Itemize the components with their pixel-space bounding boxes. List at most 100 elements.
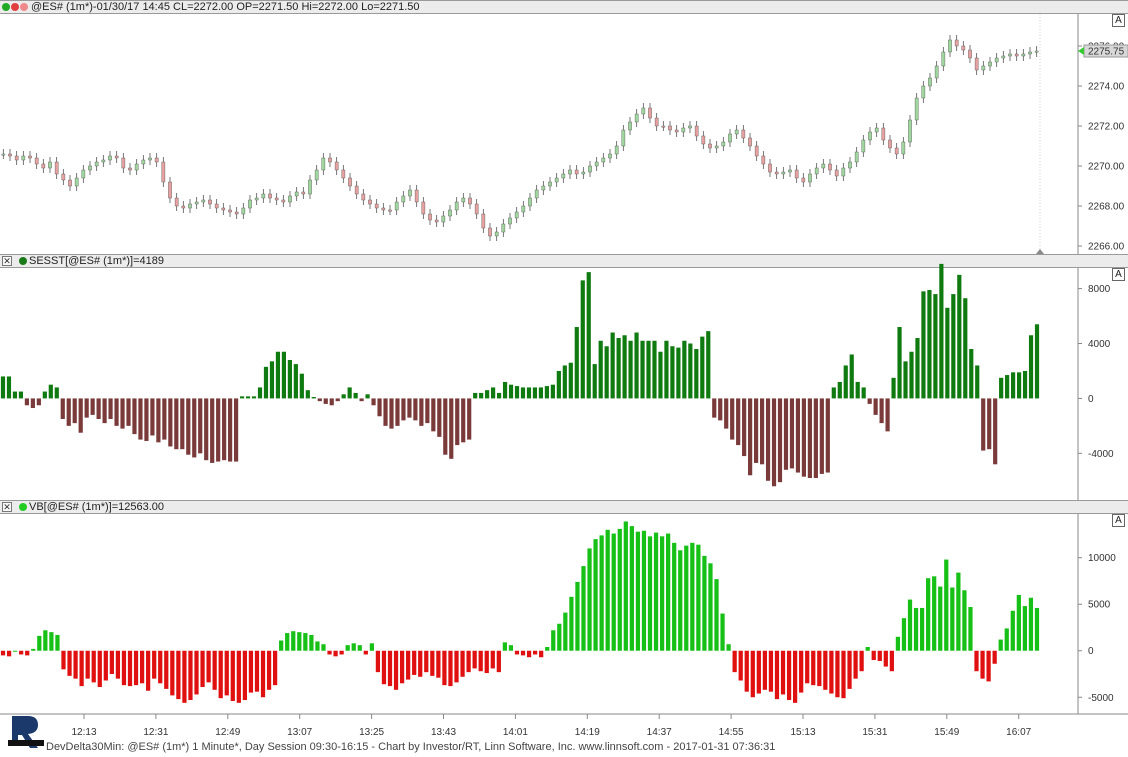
sesst-bar-105: [628, 340, 633, 399]
candle-body-91: [608, 153, 612, 159]
sesst-bar-4: [24, 398, 29, 406]
sesst-ytick-label-3: -4000: [1088, 449, 1114, 460]
vb-bar-46: [279, 640, 284, 651]
sesst-status-icon[interactable]: [19, 257, 27, 265]
candle-body-128: [854, 151, 859, 163]
sesst-bar-44: [263, 366, 269, 399]
candle-body-76: [508, 217, 512, 225]
vb-bar-18: [109, 650, 114, 674]
candle-body-94: [628, 121, 632, 131]
sesst-bar-96: [574, 327, 579, 399]
candle-body-118: [788, 169, 792, 173]
candle-body-119: [794, 169, 799, 179]
candle-body-106: [708, 143, 712, 149]
candle-body-3: [21, 155, 26, 161]
vb-bar-135: [817, 650, 822, 687]
candle-body-11: [74, 177, 79, 187]
candle-body-153: [1021, 53, 1026, 57]
sesst-bar-155: [927, 289, 932, 399]
vb-bar-107: [647, 536, 653, 651]
sesst-bar-59: [353, 392, 358, 399]
sesst-bar-89: [532, 387, 538, 399]
vb-bar-106: [641, 530, 647, 651]
vb-bar-76: [460, 650, 465, 677]
sesst-bar-85: [508, 384, 514, 399]
candle-body-93: [621, 129, 626, 147]
sesst-close-icon[interactable]: ✕: [2, 256, 12, 266]
sesst-bar-103: [616, 338, 621, 399]
vb-autoscale-button[interactable]: A: [1112, 514, 1125, 527]
candle-body-40: [268, 193, 272, 199]
sesst-bar-151: [903, 361, 908, 399]
candle-body-83: [554, 177, 559, 183]
xtick-label-3: 13:07: [287, 727, 312, 738]
sesst-bar-94: [562, 365, 567, 399]
vb-bar-10: [61, 650, 66, 670]
candle-body-24: [161, 161, 166, 183]
green-status-icon[interactable]: [2, 3, 10, 11]
candle-body-39: [261, 193, 266, 199]
sesst-bar-62: [371, 398, 376, 406]
last-price-tag: [1083, 44, 1128, 58]
sesst-bar-99: [592, 364, 597, 399]
candle-body-71: [474, 203, 479, 215]
sesst-bar-141: [843, 365, 848, 399]
vb-bar-52: [315, 641, 320, 651]
vb-bar-112: [678, 550, 683, 651]
candle-body-125: [834, 169, 839, 177]
vb-bar-24: [146, 650, 151, 691]
sesst-bar-143: [855, 381, 860, 399]
sesst-bar-50: [299, 373, 304, 399]
candle-body-74: [494, 231, 499, 237]
linn-logo-icon: [8, 716, 44, 748]
price-autoscale-button[interactable]: A: [1112, 14, 1125, 27]
vb-bar-100: [605, 529, 610, 651]
vb-bar-60: [363, 650, 368, 655]
sesst-bar-80: [479, 392, 484, 399]
candle-body-129: [861, 139, 866, 153]
candle-body-10: [68, 179, 72, 187]
sesst-bar-35: [210, 398, 215, 463]
vb-close-icon[interactable]: ✕: [2, 502, 12, 512]
sesst-bar-3: [18, 391, 24, 399]
vb-bar-96: [581, 566, 586, 651]
sesst-bar-16: [96, 398, 101, 420]
vb-bar-27: [164, 650, 169, 689]
vb-bar-37: [224, 650, 229, 696]
vb-status-icon[interactable]: [19, 503, 27, 511]
candle-body-70: [468, 197, 472, 205]
sesst-bar-146: [873, 398, 878, 415]
vb-bar-31: [188, 650, 193, 701]
vb-bar-51: [309, 634, 314, 651]
price-ytick-label-2: 2272.00: [1088, 122, 1125, 133]
red-status-icon[interactable]: [11, 3, 19, 11]
vb-bar-138: [835, 650, 840, 698]
sesst-bar-128: [765, 398, 771, 481]
vb-bar-156: [944, 559, 949, 651]
vb-bar-64: [387, 650, 393, 687]
sesst-bar-158: [945, 307, 950, 399]
sesst-bar-19: [114, 398, 119, 426]
vb-bar-122: [738, 650, 743, 681]
candle-body-92: [614, 145, 619, 155]
candle-body-95: [634, 113, 639, 123]
xtick-label-0: 12:13: [71, 727, 96, 738]
pink-status-icon[interactable]: [20, 3, 28, 11]
sesst-bar-97: [580, 280, 585, 399]
candle-body-2: [14, 155, 19, 161]
candle-body-17: [114, 155, 119, 159]
candle-body-15: [101, 159, 106, 163]
sesst-bar-21: [126, 398, 131, 426]
vb-bar-58: [351, 643, 356, 651]
vb-bar-47: [285, 633, 290, 651]
vb-ytick-label-0: 10000: [1088, 553, 1116, 564]
sesst-bar-149: [891, 377, 896, 399]
sesst-bar-38: [228, 398, 233, 462]
last-price-marker-icon: [1078, 47, 1084, 55]
vb-bar-92: [557, 623, 562, 651]
candle-body-102: [681, 127, 686, 133]
vb-bar-61: [369, 643, 374, 651]
vb-bar-65: [393, 650, 399, 690]
sesst-bar-51: [305, 390, 310, 399]
sesst-autoscale-button[interactable]: A: [1112, 268, 1125, 281]
